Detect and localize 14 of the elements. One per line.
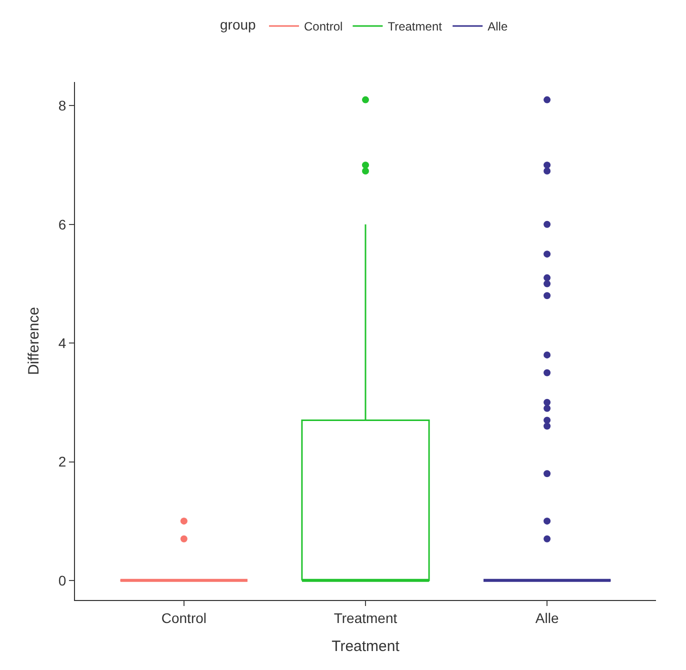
x-tick-label: Treatment	[334, 610, 398, 626]
y-axis-title: Difference	[26, 306, 43, 376]
y-tick-label: 0	[58, 572, 66, 588]
y-tick-label: 6	[58, 216, 66, 232]
y-tick-label: 8	[58, 98, 66, 114]
y-tick-label: 2	[58, 454, 66, 470]
legend-label: Control	[304, 20, 343, 34]
x-tick-label: Alle	[535, 610, 559, 626]
legend-title: group	[220, 16, 256, 33]
legend-label: Treatment	[388, 20, 443, 34]
x-tick-label: Control	[161, 610, 207, 626]
x-axis-title: Treatment	[332, 638, 400, 655]
y-tick-label: 4	[58, 334, 66, 351]
legend-label: Alle	[488, 20, 508, 34]
